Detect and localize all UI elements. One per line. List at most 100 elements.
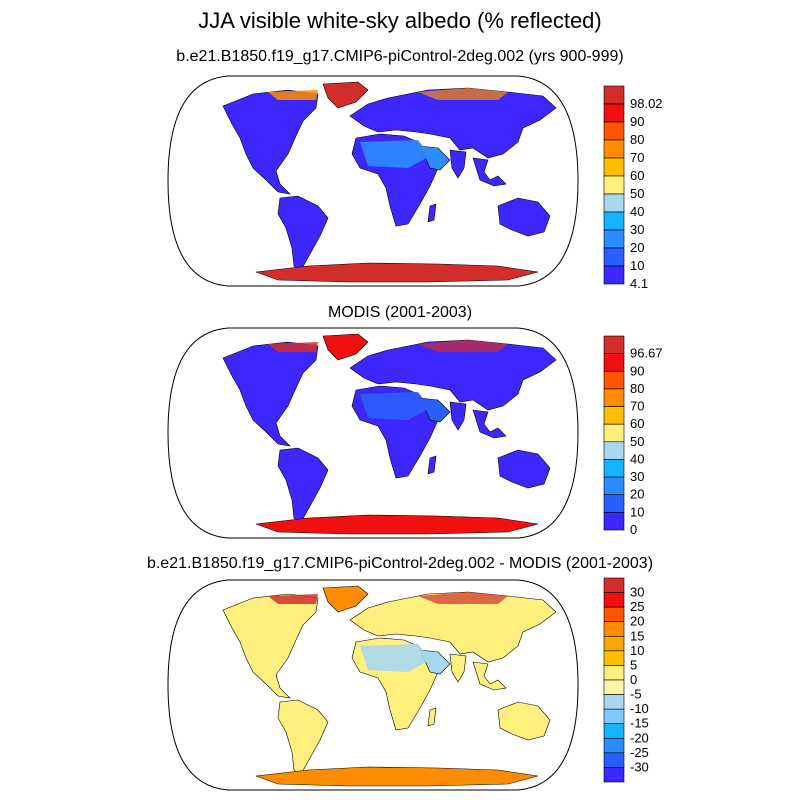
continent-greenland: [322, 333, 369, 361]
continent-madagascar: [427, 203, 437, 223]
figure-title: JJA visible white-sky albedo (% reflecte…: [198, 8, 602, 33]
continent-eurasia: [349, 591, 557, 663]
colorbar-label: 80: [630, 132, 644, 147]
colorbar-label: -5: [630, 687, 642, 702]
arctic-fringe-america: [268, 342, 318, 352]
continent-samerica: [277, 699, 329, 777]
continent-arabia: [419, 397, 451, 423]
colorbar-swatch: [603, 665, 625, 681]
arctic-fringe-eurasia: [418, 340, 508, 352]
continent-samerica: [277, 195, 329, 273]
colorbar-label: 98.02: [630, 96, 663, 111]
continent-seasia: [472, 409, 507, 439]
continent-seasia: [472, 661, 507, 691]
colorbar-swatch: [603, 708, 625, 725]
colorbar-label: 25: [630, 599, 644, 614]
colorbar-swatch: [603, 606, 625, 623]
colorbar-label: 5: [630, 657, 637, 672]
colorbar-swatch: [603, 406, 625, 425]
colorbar-swatch: [603, 103, 625, 123]
colorbar-swatch: [603, 512, 625, 531]
arctic-fringe-eurasia: [418, 592, 508, 604]
arctic-fringe-america: [268, 90, 318, 100]
colorbar-label: 90: [630, 114, 644, 129]
colorbar-label: 20: [630, 614, 644, 629]
colorbar-label: 40: [630, 451, 644, 466]
colorbar-label: 30: [630, 585, 644, 600]
colorbar-swatch: [603, 752, 625, 768]
colorbar-swatch: [603, 621, 625, 637]
colorbar-label: 96.67: [630, 346, 663, 361]
continent-greenland: [322, 585, 369, 613]
map-panel-obs: 96.67 90 80 70 60 50 40 30 20 10 0: [167, 327, 663, 539]
colorbar-label: 20: [630, 240, 644, 255]
colorbar-label: 4.1: [630, 276, 648, 291]
colorbar-swatch: [603, 353, 625, 372]
continent-australia: [497, 701, 551, 741]
continent-eurasia: [349, 87, 557, 159]
continent-antarctica: [255, 262, 539, 283]
colorbar: 96.67 90 80 70 60 50 40 30 20 10 0: [603, 335, 663, 537]
continent-australia: [497, 197, 551, 237]
panel-title-obs: MODIS (2001-2003): [327, 304, 473, 321]
colorbar-label: 30: [630, 222, 644, 237]
continent-madagascar: [427, 455, 437, 475]
sahara-region: [360, 644, 430, 672]
continent-india: [449, 149, 467, 179]
continent-antarctica: [255, 514, 539, 535]
colorbar-swatch: [603, 423, 625, 443]
panel-title-diff: b.e21.B1850.f19_g17.CMIP6-piControl-2deg…: [146, 555, 654, 572]
colorbar-swatch: [603, 85, 625, 105]
colorbar-label: 10: [630, 504, 644, 519]
colorbar-label: -15: [630, 716, 649, 731]
colorbar-swatch: [603, 476, 625, 496]
colorbar-label: 30: [630, 469, 644, 484]
colorbar-swatch: [603, 592, 625, 608]
continent-india: [449, 653, 467, 683]
continent-seasia: [472, 157, 507, 187]
colorbar-swatch: [603, 335, 625, 354]
sahara-region: [360, 140, 430, 168]
colorbar-label: 15: [630, 628, 644, 643]
colorbar-swatch: [603, 441, 625, 460]
continent-eurasia: [349, 339, 557, 411]
colorbar-swatch: [603, 679, 625, 695]
colorbar-swatch: [603, 157, 625, 177]
colorbar-swatch: [603, 737, 625, 754]
colorbar-label: 20: [630, 487, 644, 502]
colorbar-swatch: [603, 635, 625, 652]
colorbar-label: 10: [630, 643, 644, 658]
map-panel-model: 98.02 90 80 70 60 50 40 30 20 10 4.1: [167, 75, 663, 291]
colorbar-swatch: [603, 175, 625, 195]
colorbar-swatch: [603, 211, 625, 231]
colorbar-label: -10: [630, 701, 649, 716]
continent-antarctica: [255, 766, 539, 787]
colorbar: 98.02 90 80 70 60 50 40 30 20 10 4.1: [603, 85, 663, 291]
colorbar-label: 80: [630, 381, 644, 396]
colorbar-label: -30: [630, 759, 649, 774]
colorbar-label: 40: [630, 204, 644, 219]
colorbar-swatch: [603, 494, 625, 513]
colorbar-swatch: [603, 388, 625, 407]
colorbar-swatch: [603, 723, 625, 739]
colorbar-swatch: [603, 767, 625, 783]
colorbar-swatch: [603, 193, 625, 213]
colorbar-label: -20: [630, 730, 649, 745]
continent-india: [449, 401, 467, 431]
colorbar-label: 60: [630, 416, 644, 431]
continent-australia: [497, 449, 551, 489]
continent-arabia: [419, 145, 451, 171]
panel-title-model: b.e21.B1850.f19_g17.CMIP6-piControl-2deg…: [176, 48, 624, 65]
colorbar-swatch: [603, 247, 625, 267]
colorbar-label: 10: [630, 258, 644, 273]
colorbar-label: 60: [630, 168, 644, 183]
colorbar-swatch: [603, 459, 625, 478]
colorbar-swatch: [603, 694, 625, 710]
colorbar-swatch: [603, 577, 625, 593]
continent-arabia: [419, 649, 451, 675]
colorbar-label: 0: [630, 672, 637, 687]
colorbar-label: -25: [630, 745, 649, 760]
